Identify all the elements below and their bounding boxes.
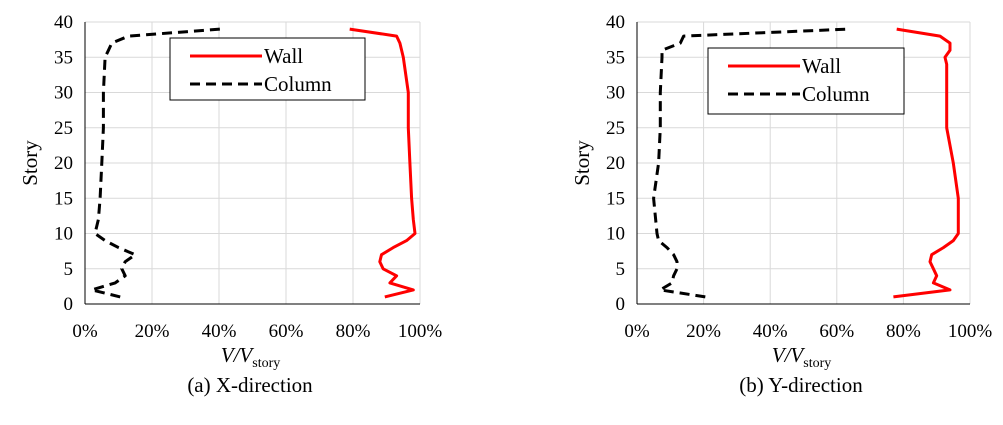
x-tick-label: 100% <box>948 321 993 342</box>
x-tick-label: 0% <box>624 321 650 342</box>
y-tick-label: 35 <box>54 47 73 68</box>
legend-label-wall: Wall <box>802 54 841 78</box>
series-line-wall <box>349 27 417 299</box>
chart-panel-2: 0% 20% 40% 60% 80% 100% 0 5 10 15 20 25 30 35 40 Story V… <box>570 12 992 397</box>
y-tick-label: 35 <box>606 47 625 68</box>
series-line-column <box>90 27 221 299</box>
x-tick-label: 100% <box>398 321 443 342</box>
series-line-column <box>652 27 849 299</box>
y-tick-label: 25 <box>606 118 625 139</box>
y-tick-label: 30 <box>54 83 73 104</box>
legend: Wall Column <box>707 47 905 115</box>
legend-label-column: Column <box>802 82 870 106</box>
legend-box <box>169 37 366 101</box>
y-tick-label: 40 <box>54 12 73 33</box>
x-axis-title: V/Vstory <box>221 343 281 371</box>
y-tick-label: 5 <box>64 259 74 280</box>
chart-panel-1: 0% 20% 40% 60% 80% 100% 0 5 10 15 20 25 30 35 40 Story V… <box>18 12 442 397</box>
y-tick-label: 10 <box>606 224 625 245</box>
x-tick-label: 80% <box>886 321 921 342</box>
x-tick-label: 60% <box>819 321 854 342</box>
legend-label-column: Column <box>264 72 332 96</box>
y-tick-label: 15 <box>54 188 73 209</box>
panel-caption: (a) X-direction <box>187 373 313 397</box>
x-tick-label: 40% <box>753 321 788 342</box>
x-tick-label: 80% <box>336 321 371 342</box>
legend: Wall Column <box>169 37 366 101</box>
series-line-wall <box>893 27 960 299</box>
y-axis-title: Story <box>570 140 594 186</box>
panel-caption: (b) Y-direction <box>739 373 863 397</box>
y-tick-label: 0 <box>616 294 626 315</box>
y-tick-label: 40 <box>606 12 625 33</box>
y-tick-label: 20 <box>54 153 73 174</box>
x-tick-label: 20% <box>135 321 170 342</box>
y-tick-label: 15 <box>606 188 625 209</box>
y-tick-label: 10 <box>54 224 73 245</box>
legend-box <box>707 47 905 115</box>
legend-label-wall: Wall <box>264 44 303 68</box>
y-tick-label: 0 <box>64 294 74 315</box>
y-tick-label: 20 <box>606 153 625 174</box>
y-tick-label: 5 <box>616 259 626 280</box>
x-tick-label: 40% <box>202 321 237 342</box>
x-axis-title: V/Vstory <box>772 343 832 371</box>
y-tick-label: 25 <box>54 118 73 139</box>
y-tick-label: 30 <box>606 83 625 104</box>
x-tick-label: 20% <box>686 321 721 342</box>
x-tick-label: 60% <box>269 321 304 342</box>
x-tick-label: 0% <box>72 321 98 342</box>
y-axis-title: Story <box>18 140 42 186</box>
